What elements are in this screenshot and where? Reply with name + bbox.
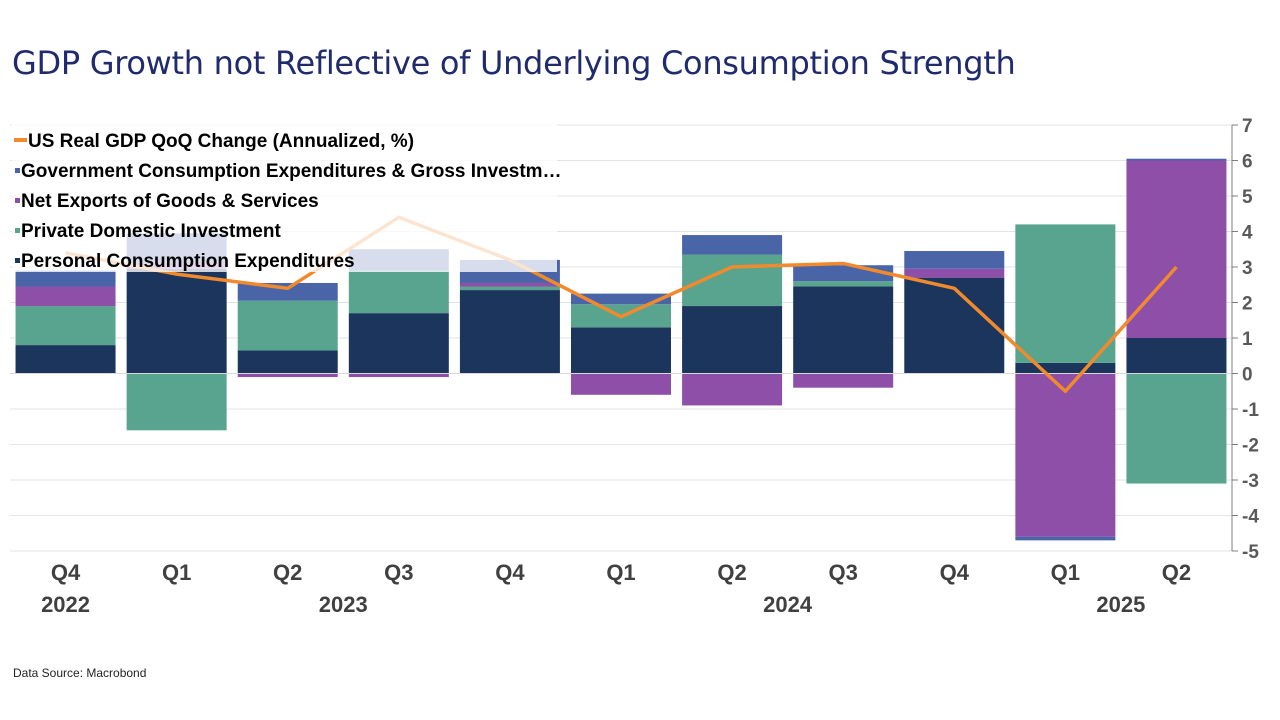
y-tick-label: -3	[1242, 471, 1259, 492]
page-title: GDP Growth not Reflective of Underlying …	[12, 44, 1016, 82]
bar-segment	[793, 281, 894, 287]
bar-segment	[571, 327, 671, 374]
bar-segment	[904, 268, 1005, 278]
legend-label: Private Domestic Investment	[21, 221, 281, 242]
bar-segment	[15, 270, 116, 287]
bar-segment	[571, 293, 671, 305]
y-tick-label: 4	[1242, 223, 1253, 244]
bar-segment	[1015, 362, 1116, 374]
bar-segment	[793, 265, 894, 282]
bar-segment	[682, 373, 783, 406]
y-axis: 7 6 5 4 3 2 1 0 -1 -2 -3 -4 -5	[1231, 116, 1259, 563]
x-category-label: Q4	[495, 560, 525, 585]
data-source: Data Source: Macrobond	[13, 666, 147, 680]
bar-segment	[348, 313, 449, 374]
x-year-label: 2022	[41, 592, 90, 617]
bar-segment	[1126, 373, 1227, 484]
x-category-label: Q2	[717, 560, 746, 585]
legend-label: Personal Consumption Expenditures	[21, 251, 355, 272]
bar-segment	[1015, 224, 1116, 363]
bar-segment	[237, 373, 338, 378]
y-tick-label: 7	[1242, 116, 1253, 137]
bar-segment	[459, 290, 560, 374]
legend: US Real GDP QoQ Change (Annualized, %) Go…	[12, 124, 562, 272]
x-category-label: Q4	[51, 560, 81, 585]
y-tick-label: -5	[1242, 542, 1259, 563]
bar-segment	[682, 235, 783, 255]
bar-segment	[1126, 160, 1227, 338]
x-category-label: Q3	[829, 560, 858, 585]
y-tick-label: 3	[1242, 258, 1253, 279]
bar-segment	[459, 282, 560, 287]
x-category-label: Q2	[1162, 560, 1191, 585]
bar-segment	[682, 306, 783, 374]
legend-marker	[15, 168, 20, 173]
legend-backdrop	[12, 124, 557, 272]
bar-segment	[904, 251, 1005, 269]
bar-segment	[459, 286, 560, 291]
legend-label: Net Exports of Goods & Services	[21, 191, 319, 212]
bar-segment	[571, 373, 671, 395]
bar-segment	[1126, 338, 1227, 374]
x-axis: Q4 Q1 Q2 Q3 Q4 Q1 Q2 Q3 Q4 Q1 Q2 2022 2023 2024 2025	[41, 560, 1191, 617]
bar-segment	[348, 373, 449, 378]
bar-segment	[126, 373, 227, 431]
bar-segment	[237, 350, 338, 374]
y-tick-label: 0	[1242, 365, 1253, 386]
bar-segment	[793, 286, 894, 374]
x-year-label: 2025	[1096, 592, 1145, 617]
y-tick-label: 2	[1242, 294, 1253, 315]
y-tick-label: -2	[1242, 436, 1259, 457]
legend-label: Government Consumption Expenditures & Gr…	[21, 161, 562, 182]
x-category-label: Q3	[384, 560, 413, 585]
bar-segment	[904, 277, 1005, 374]
y-tick-label: 6	[1242, 152, 1253, 173]
legend-marker	[15, 228, 20, 233]
x-category-label: Q4	[940, 560, 970, 585]
bar-segment	[1126, 158, 1227, 161]
x-category-label: Q2	[273, 560, 302, 585]
x-year-label: 2023	[319, 592, 368, 617]
bar-segment	[1015, 536, 1116, 541]
x-category-label: Q1	[1051, 560, 1080, 585]
y-tick-label: -4	[1242, 507, 1259, 528]
y-tick-label: 1	[1242, 329, 1253, 350]
legend-marker	[15, 258, 20, 263]
bar-segment	[15, 345, 116, 374]
bar-segment	[15, 306, 116, 346]
bar-segment	[15, 286, 116, 307]
bar-segment	[126, 268, 227, 374]
y-tick-label: -1	[1242, 400, 1259, 421]
stacked-bars	[15, 158, 1227, 541]
legend-marker	[15, 198, 20, 203]
bar-segment	[682, 254, 783, 307]
bar-segment	[1015, 373, 1116, 537]
bar-segment	[237, 282, 338, 301]
legend-label: US Real GDP QoQ Change (Annualized, %)	[28, 131, 414, 152]
x-category-label: Q1	[162, 560, 191, 585]
x-year-label: 2024	[763, 592, 813, 617]
bar-segment	[348, 270, 449, 314]
bar-segment	[237, 300, 338, 351]
y-tick-label: 5	[1242, 187, 1253, 208]
x-category-label: Q1	[606, 560, 635, 585]
bar-segment	[793, 373, 894, 388]
